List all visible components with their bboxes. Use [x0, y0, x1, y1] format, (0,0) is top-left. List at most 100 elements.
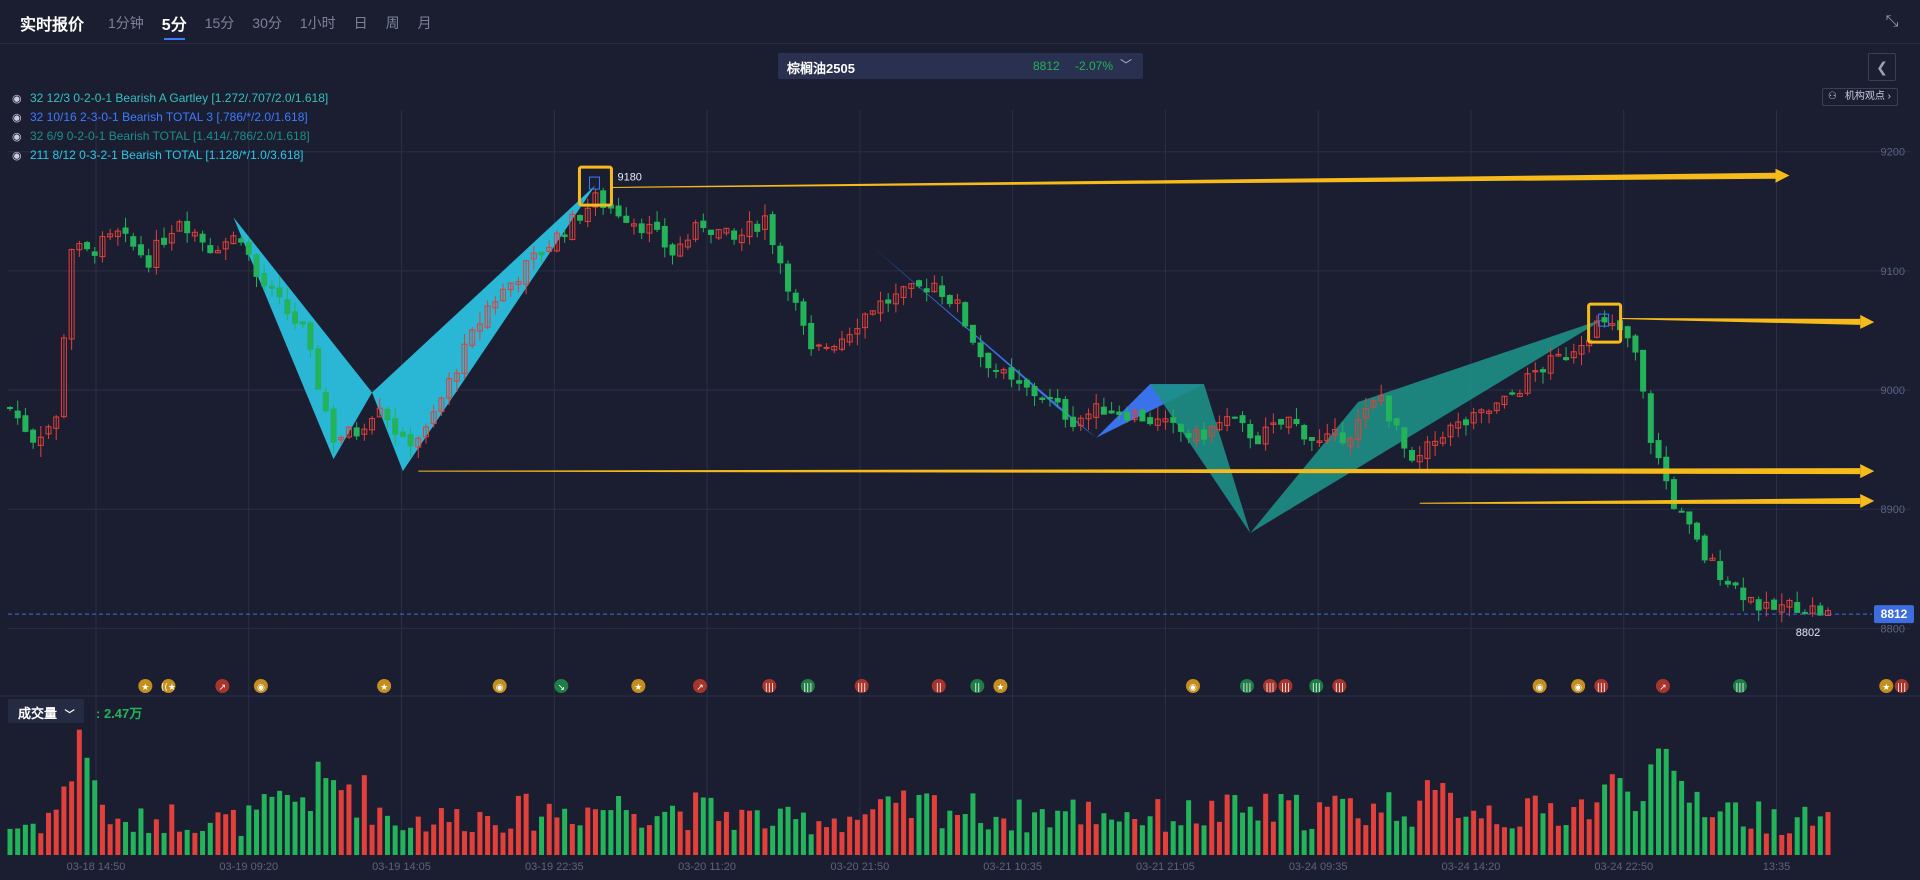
volume-bar	[1586, 819, 1592, 855]
tab-1hour[interactable]: 1小时	[299, 15, 336, 31]
target-arrow-head	[1860, 493, 1875, 508]
tab-1min[interactable]: 1分钟	[108, 15, 144, 31]
candle-body	[1308, 437, 1315, 441]
volume-bar	[307, 811, 313, 855]
volume-bar	[377, 807, 383, 855]
candle-body	[1655, 440, 1662, 459]
tab-week[interactable]: 周	[385, 15, 400, 31]
volume-bar	[1132, 818, 1138, 855]
candle-body	[1740, 587, 1747, 601]
volume-bar	[600, 810, 606, 855]
volume-bar	[1317, 802, 1323, 855]
candle-body	[584, 207, 591, 223]
volume-bar	[331, 780, 337, 855]
volume-bar	[169, 804, 175, 855]
candle-body	[500, 288, 507, 302]
x-tick-label: 03-19 09:20	[219, 861, 278, 873]
volume-bar	[1109, 819, 1115, 855]
pattern-row[interactable]: ◉ 32 12/3 0-2-0-1 Bearish A Gartley [1.27…	[12, 89, 328, 108]
candle-body	[453, 372, 460, 382]
candle-body	[1539, 369, 1546, 373]
volume-bar	[1085, 801, 1091, 855]
tab-day[interactable]: 日	[353, 15, 368, 31]
candle-body	[199, 233, 206, 243]
candle-body	[838, 338, 845, 350]
candle-body	[299, 321, 306, 325]
volume-bar	[1571, 807, 1577, 855]
candle-body	[1378, 394, 1385, 402]
volume-bar	[1216, 821, 1222, 855]
candle-body	[261, 272, 268, 287]
candle-body	[153, 239, 160, 269]
volume-bar	[1139, 825, 1145, 855]
volume-bar	[685, 830, 691, 855]
volume-bar	[1209, 800, 1215, 855]
event-marker-icon: |||	[1265, 683, 1274, 693]
candle-body	[553, 232, 560, 252]
candle-body	[137, 244, 144, 256]
candle-body	[1509, 392, 1516, 395]
volume-bar	[978, 823, 984, 855]
candle-body	[1108, 410, 1115, 414]
candle-body	[1401, 427, 1408, 449]
tab-15min[interactable]: 15分	[204, 15, 235, 31]
pattern-row[interactable]: ◉ 211 8/12 0-3-2-1 Bearish TOTAL [1.128/*…	[12, 146, 328, 165]
x-tick-label: 03-21 21:05	[1136, 861, 1195, 873]
candle-body	[1624, 326, 1631, 339]
volume-indicator-selector[interactable]: 成交量 ﹀	[8, 699, 84, 723]
candle-body	[1116, 411, 1123, 415]
eye-icon[interactable]: ◉	[12, 112, 22, 124]
volume-bar	[916, 794, 922, 855]
candle-body	[708, 229, 715, 235]
volume-bar	[931, 795, 937, 855]
candle-body	[1470, 412, 1477, 424]
last-price-value: 8812	[1881, 607, 1908, 621]
symbol-selector[interactable]: 棕榈油2505 8812 -2.07% ﹀	[778, 53, 1143, 79]
candle-body	[1316, 440, 1323, 443]
volume-bar	[1386, 792, 1392, 855]
candle-body	[1717, 561, 1724, 581]
candle-body	[1794, 601, 1801, 613]
chevron-left-icon[interactable]: ❮	[1868, 53, 1896, 81]
candle-body	[1501, 395, 1508, 406]
volume-bar	[130, 831, 136, 855]
collapse-icon[interactable]: ⤡	[1885, 13, 1899, 30]
target-arrow-shaft	[1620, 318, 1861, 325]
eye-icon[interactable]: ◉	[12, 131, 22, 143]
candle-body	[1016, 380, 1023, 384]
volume-bar	[531, 830, 537, 855]
volume-bar	[15, 828, 21, 855]
eye-icon[interactable]: ◉	[12, 150, 22, 162]
candle-body	[476, 323, 483, 332]
volume-bar	[1786, 833, 1792, 855]
event-marker-icon: ★	[996, 683, 1004, 693]
event-marker-icon: ◉	[257, 683, 265, 693]
event-marker-icon: |||	[1335, 683, 1344, 693]
tab-5min[interactable]: 5分	[162, 11, 187, 40]
volume-bar	[1771, 809, 1777, 855]
eye-icon[interactable]: ◉	[12, 93, 22, 105]
volume-bar	[539, 816, 545, 855]
tab-month[interactable]: 月	[417, 15, 432, 31]
candle-body	[854, 328, 861, 335]
institution-view-button[interactable]: ⚇ 机构观点 ›	[1821, 88, 1898, 106]
harmonic-pattern-triangle	[372, 185, 596, 472]
event-marker-icon: ◉	[1189, 683, 1197, 693]
candle-body	[723, 227, 730, 234]
tab-30min[interactable]: 30分	[252, 15, 282, 31]
candle-body	[384, 408, 391, 421]
volume-bar	[1494, 824, 1500, 855]
candle-body	[1647, 393, 1654, 443]
pattern-row[interactable]: ◉ 32 6/9 0-2-0-1 Bearish TOTAL [1.414/.78…	[12, 127, 328, 146]
volume-bar	[1363, 825, 1369, 855]
candle-body	[392, 418, 399, 435]
volume-bar	[454, 809, 460, 855]
volume-bar	[1062, 811, 1068, 855]
candle-body	[1046, 397, 1053, 400]
volume-bar	[354, 817, 360, 855]
pattern-row[interactable]: ◉ 32 10/16 2-3-0-1 Bearish TOTAL 3 [.786/…	[12, 108, 328, 127]
event-marker	[1332, 679, 1347, 693]
harmonic-pattern-triangle	[1250, 318, 1605, 534]
volume-bar	[1779, 834, 1785, 855]
